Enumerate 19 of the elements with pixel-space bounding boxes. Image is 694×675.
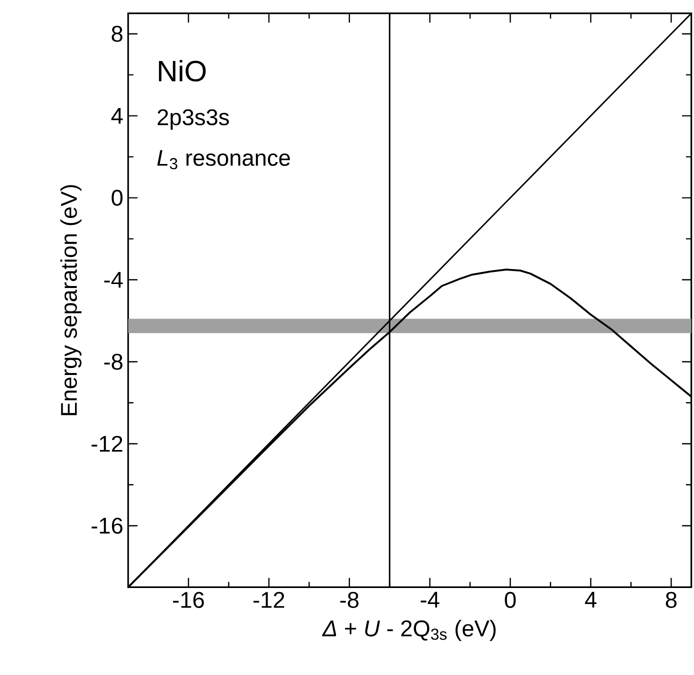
x-axis-title: Δ + U - 2Q$_{3s}$ (eV) — [322, 620, 496, 641]
y-tick-label: 0 — [112, 190, 123, 206]
y-tick-label: -16 — [92, 518, 122, 534]
x-tick-label: 4 — [584, 592, 596, 608]
y-tick-label: -8 — [104, 354, 122, 370]
annotation: 2p3s3s — [158, 109, 229, 130]
x-tick-label: -16 — [173, 592, 204, 608]
x-tick-label: -12 — [254, 592, 284, 608]
y-tick-label: -12 — [92, 436, 122, 452]
y-tick-label: -4 — [104, 272, 123, 288]
y-axis-title: Energy separation (eV) — [60, 184, 82, 415]
x-tick-label: 8 — [666, 592, 677, 608]
x-tick-label: -8 — [340, 592, 358, 608]
annotation: NiO — [158, 60, 206, 82]
y-tick-label: 8 — [112, 26, 122, 42]
x-tick-label: -4 — [420, 592, 440, 608]
y-tick-label: 4 — [111, 108, 123, 124]
x-tick-label: 0 — [504, 592, 516, 608]
annotation: L$_{3}$ resonance — [157, 150, 290, 170]
